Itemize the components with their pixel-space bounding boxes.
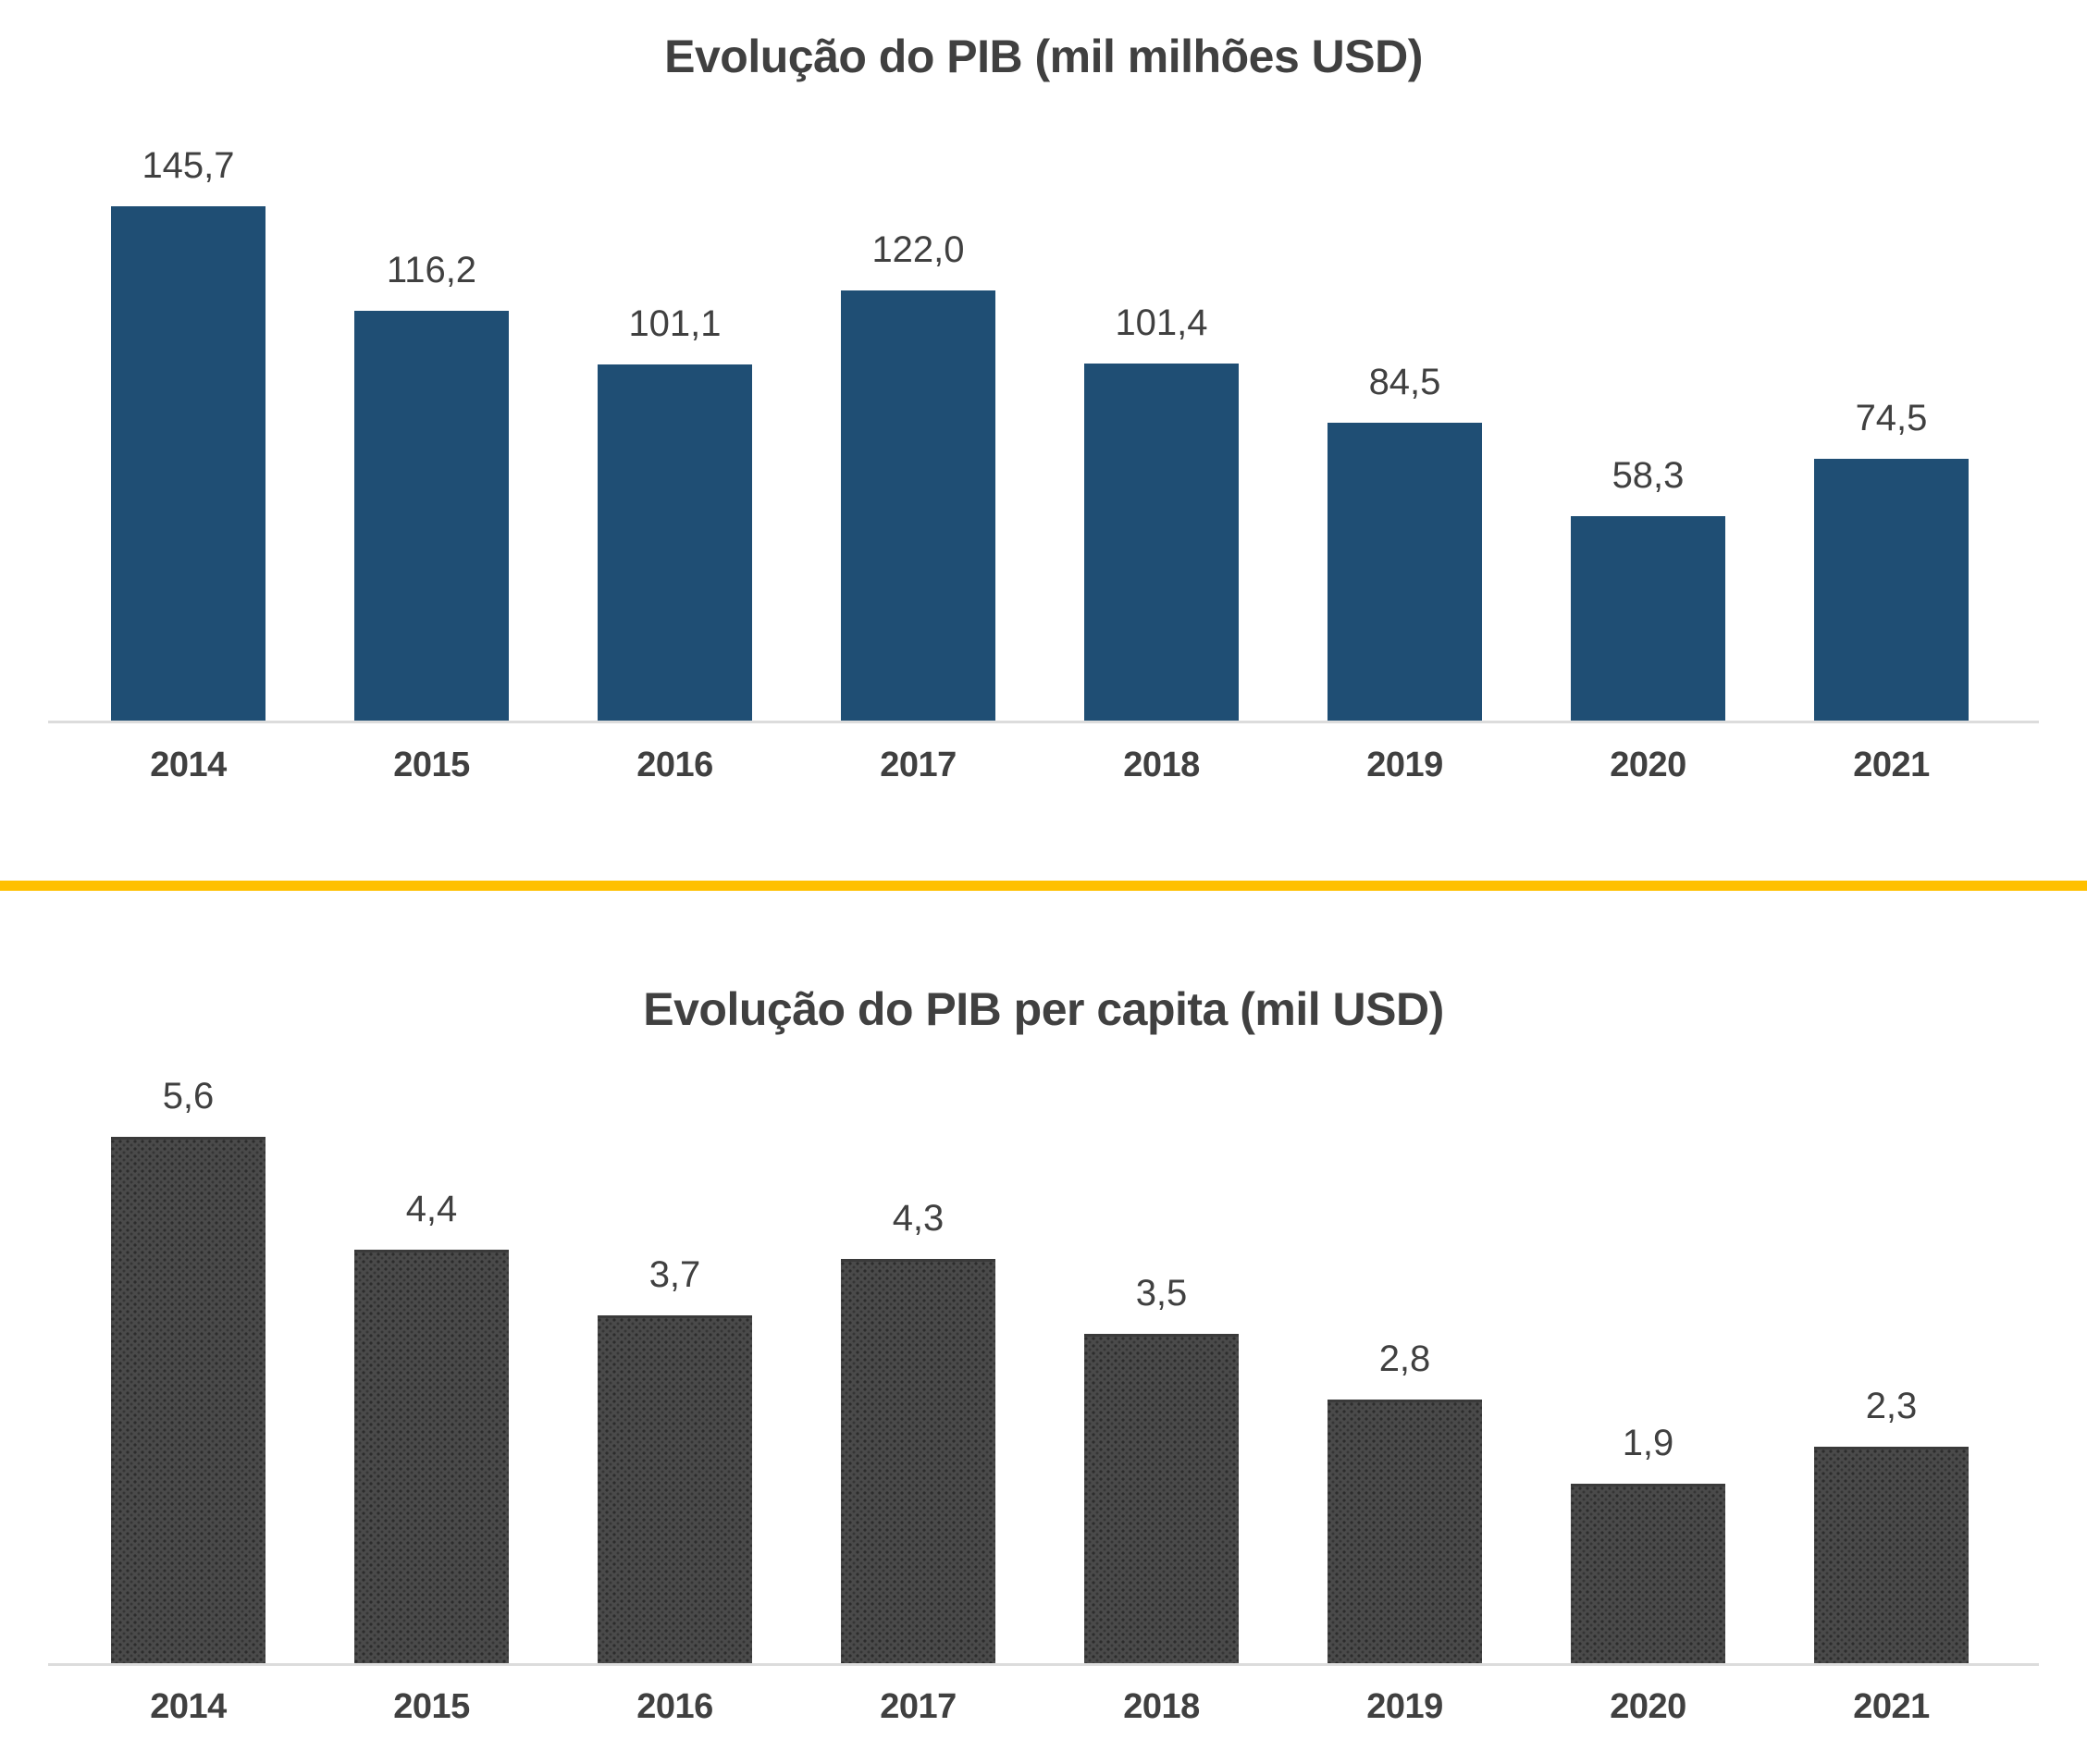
bar-2015 [354, 311, 509, 722]
x-tick-label-2020: 2020 [1610, 746, 1686, 784]
x-tick-label-2014: 2014 [150, 1687, 227, 1726]
bar-value-label-2019: 84,5 [1368, 362, 1441, 402]
bar-group-2019: 2,8 [1283, 1053, 1526, 1665]
bar-2020 [1571, 516, 1725, 722]
bar-2016 [598, 364, 752, 722]
x-tick-label-2017: 2017 [880, 1687, 957, 1726]
x-axis-labels-pib: 2014 2015 2016 2017 2018 2019 2020 2021 [67, 746, 2013, 785]
bar-group-2020: 58,3 [1526, 109, 1770, 722]
bar-value-label-2016: 101,1 [628, 303, 722, 344]
bar-value-label-2014: 5,6 [162, 1076, 215, 1116]
x-axis-labels-pib-per-capita: 2014 2015 2016 2017 2018 2019 2020 2021 [67, 1687, 2013, 1727]
bar-2019 [1328, 423, 1482, 722]
bar-value-label-2015: 116,2 [386, 250, 477, 290]
chart-title-pib: Evolução do PIB (mil milhões USD) [664, 31, 1423, 82]
x-tick-label-2016: 2016 [636, 746, 713, 784]
bar-group-2015: 116,2 [310, 109, 553, 722]
bar-2017 [841, 290, 995, 722]
bar-value-label-2021: 74,5 [1855, 398, 1928, 438]
bar-group-2018: 101,4 [1040, 109, 1283, 722]
bar-value-label-2015: 4,4 [405, 1189, 458, 1229]
bar-value-label-2017: 122,0 [871, 229, 965, 270]
bar-2018 [1084, 364, 1239, 722]
bar-value-label-2020: 58,3 [1612, 455, 1685, 496]
x-tick-label-2018: 2018 [1123, 1687, 1200, 1726]
bar-2017 [841, 1259, 995, 1665]
x-tick-label-2015: 2015 [393, 746, 470, 784]
bar-group-2021: 74,5 [1770, 109, 2013, 722]
bar-value-label-2014: 145,7 [142, 145, 235, 186]
chart-title-pib-per-capita: Evolução do PIB per capita (mil USD) [643, 983, 1444, 1035]
divider-line [0, 881, 2087, 891]
x-tick-label-2018: 2018 [1123, 746, 1200, 784]
bar-value-label-2016: 3,7 [648, 1254, 701, 1295]
x-axis-line-pib [48, 721, 2039, 723]
bar-value-label-2021: 2,3 [1865, 1386, 1918, 1426]
bar-group-2017: 4,3 [797, 1053, 1040, 1665]
bar-group-2016: 3,7 [553, 1053, 797, 1665]
bar-2016 [598, 1315, 752, 1665]
bar-group-2017: 122,0 [797, 109, 1040, 722]
bar-value-label-2017: 4,3 [892, 1198, 945, 1239]
bar-2019 [1328, 1400, 1482, 1665]
bar-value-label-2018: 3,5 [1135, 1273, 1188, 1314]
bar-value-label-2020: 1,9 [1622, 1423, 1674, 1463]
bar-group-2016: 101,1 [553, 109, 797, 722]
bars-container-pib: 145,7 116,2 101,1 122,0 101,4 84,5 58,3 74,5 [67, 109, 2013, 722]
bar-value-label-2018: 101,4 [1115, 302, 1208, 343]
x-tick-label-2014: 2014 [150, 746, 227, 784]
bar-group-2021: 2,3 [1770, 1053, 2013, 1665]
x-tick-label-2019: 2019 [1366, 746, 1443, 784]
bar-group-2018: 3,5 [1040, 1053, 1283, 1665]
x-tick-label-2021: 2021 [1853, 1687, 1930, 1726]
bar-2021 [1814, 1447, 1969, 1665]
bar-2014 [111, 1137, 266, 1665]
x-tick-label-2019: 2019 [1366, 1687, 1443, 1726]
bar-2020 [1571, 1484, 1725, 1665]
x-tick-label-2017: 2017 [880, 746, 957, 784]
bar-2014 [111, 206, 266, 722]
bar-2015 [354, 1250, 509, 1665]
bar-group-2014: 145,7 [67, 109, 310, 722]
bar-group-2015: 4,4 [310, 1053, 553, 1665]
bar-value-label-2019: 2,8 [1378, 1338, 1431, 1379]
bar-group-2019: 84,5 [1283, 109, 1526, 722]
x-tick-label-2021: 2021 [1853, 746, 1930, 784]
x-tick-label-2016: 2016 [636, 1687, 713, 1726]
x-axis-line-pib-per-capita [48, 1663, 2039, 1666]
bar-group-2020: 1,9 [1526, 1053, 1770, 1665]
bar-2021 [1814, 459, 1969, 722]
bars-container-pib-per-capita: 5,6 4,4 3,7 4,3 3,5 2,8 1,9 2,3 [67, 1053, 2013, 1665]
bar-group-2014: 5,6 [67, 1053, 310, 1665]
x-tick-label-2015: 2015 [393, 1687, 470, 1726]
bar-2018 [1084, 1334, 1239, 1665]
x-tick-label-2020: 2020 [1610, 1687, 1686, 1726]
